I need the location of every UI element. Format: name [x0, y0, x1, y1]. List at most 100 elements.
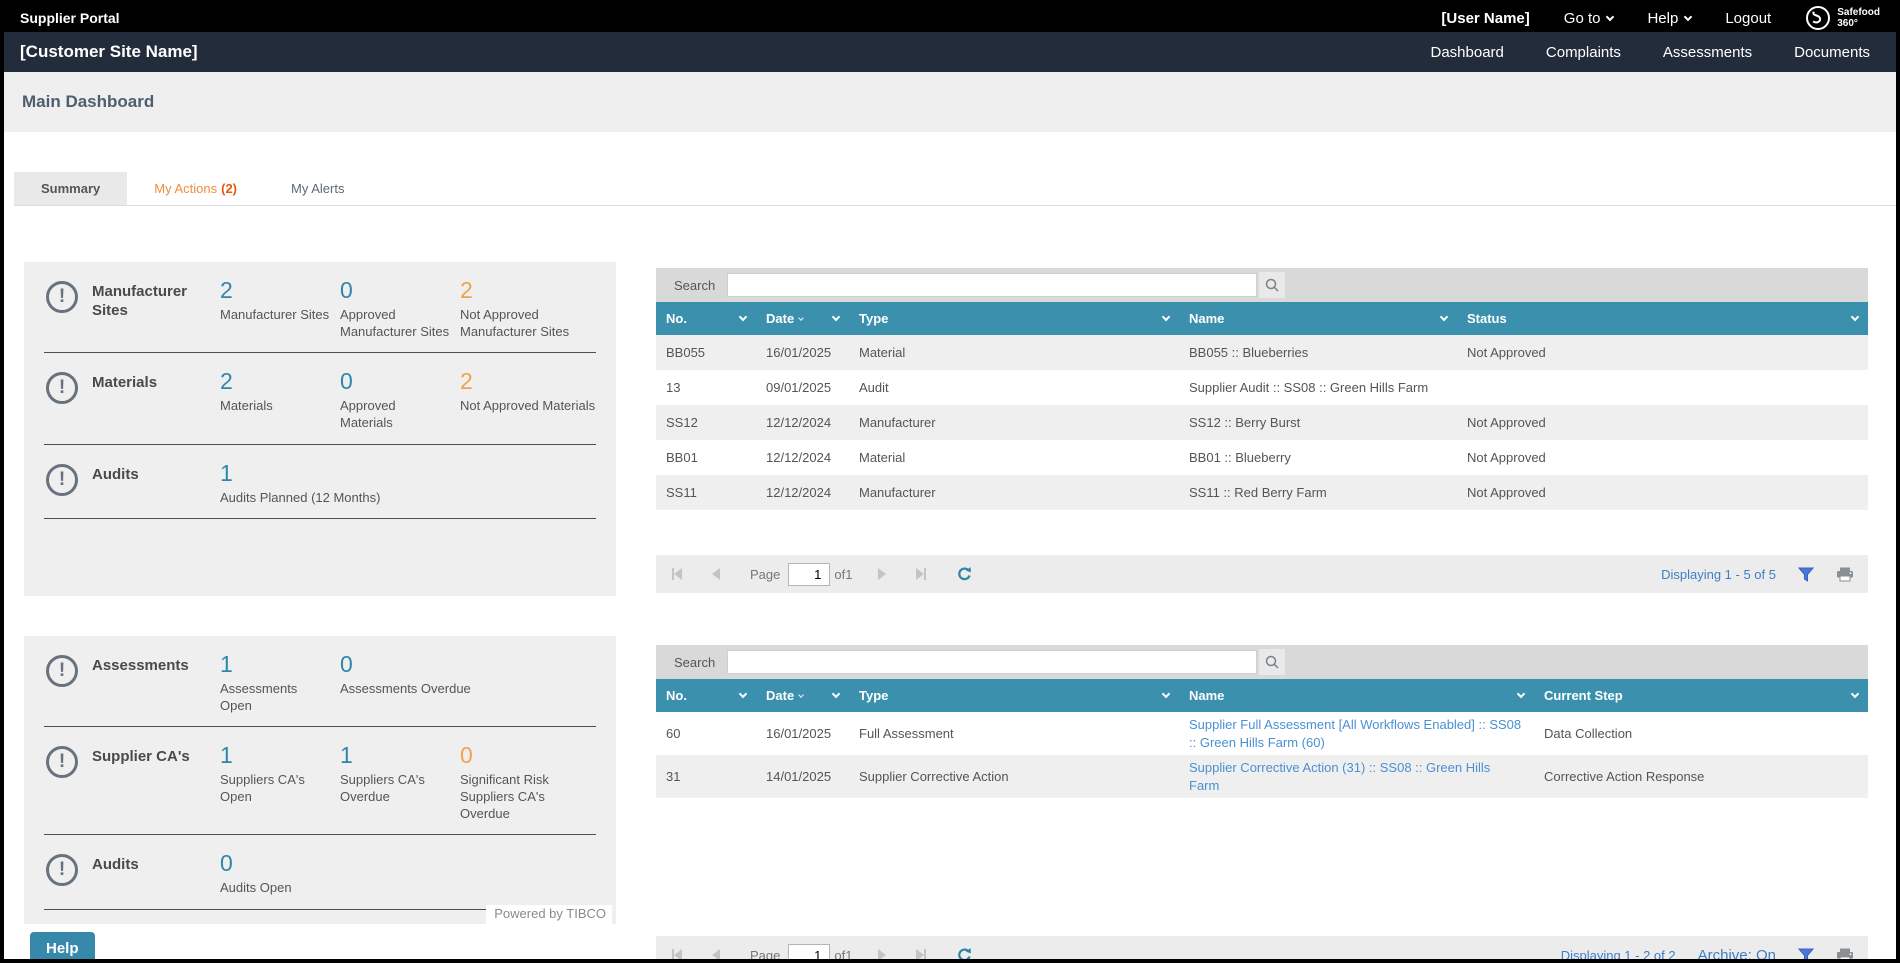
search-button[interactable]	[1259, 649, 1286, 675]
print-button[interactable]	[1836, 948, 1854, 959]
search-label: Search	[674, 277, 716, 293]
nav-item-assessments[interactable]: Assessments	[1662, 43, 1753, 61]
column-menu-icon[interactable]	[1850, 312, 1860, 322]
section-stats: 1 Audits Planned (12 Months)	[220, 460, 608, 507]
tab-summary[interactable]: Summary	[14, 172, 128, 205]
filter-button[interactable]	[1798, 948, 1814, 959]
nav-item-documents[interactable]: Documents	[1794, 43, 1870, 61]
stat-audits-planned-12-months-[interactable]: 1 Audits Planned (12 Months)	[220, 460, 608, 507]
row-cell: SS11 :: Red Berry Farm	[1189, 484, 1327, 500]
stat-suppliers-ca-s-open[interactable]: 1 Suppliers CA's Open	[220, 742, 340, 822]
pager-page-input[interactable]	[788, 943, 831, 959]
column-header-type[interactable]: Type	[849, 679, 1179, 712]
print-button[interactable]	[1836, 567, 1854, 582]
safefood360-logo-icon	[1806, 6, 1831, 30]
stat-audits-open[interactable]: 0 Audits Open	[220, 850, 608, 897]
pager-next-page-button[interactable]	[878, 949, 887, 959]
column-label: Current Step	[1544, 688, 1623, 703]
first-page-icon	[672, 568, 674, 580]
section-divider	[44, 352, 596, 354]
column-menu-icon[interactable]	[1161, 312, 1171, 322]
stat-assessments-overdue[interactable]: 0 Assessments Overdue	[340, 651, 608, 714]
pager-first-page-button[interactable]	[672, 949, 682, 959]
stat-approved-manufacturer-sites[interactable]: 0 Approved Manufacturer Sites	[340, 277, 460, 340]
safefood360-logo-text: Safefood 360°	[1837, 7, 1880, 29]
previous-page-icon	[712, 568, 720, 580]
column-header-date[interactable]: Date	[756, 679, 849, 712]
help-menu[interactable]: Help	[1647, 9, 1693, 27]
stat-approved-materials[interactable]: 0 Approved Materials	[340, 368, 460, 431]
refresh-button[interactable]	[956, 566, 973, 583]
help-button[interactable]: Help	[30, 932, 95, 959]
column-menu-icon[interactable]	[738, 312, 748, 322]
column-menu-icon[interactable]	[738, 689, 748, 699]
row-name-link[interactable]: Supplier Corrective Action (31) :: SS08 …	[1189, 760, 1491, 793]
first-page-icon	[672, 949, 674, 959]
section-divider	[44, 726, 596, 728]
table-row[interactable]: SS12 12/12/2024 Manufacturer SS12 :: Berry …	[656, 405, 1868, 440]
table-pager: Page of1 Displaying 1 - 5 of 5	[656, 555, 1868, 593]
pager-next-page-button[interactable]	[878, 568, 887, 580]
user-name: [User Name]	[1441, 9, 1530, 27]
pager-previous-page-button[interactable]	[712, 568, 720, 580]
brand-line1: Safefood	[1837, 7, 1880, 18]
column-label: Type	[859, 688, 889, 703]
row-cell: 16/01/2025	[766, 725, 832, 741]
search-button[interactable]	[1259, 272, 1286, 298]
column-header-name[interactable]: Name	[1179, 679, 1534, 712]
table-row[interactable]: SS11 12/12/2024 Manufacturer SS11 :: Red Be…	[656, 475, 1868, 510]
section-title: Supplier CA's	[92, 748, 190, 766]
row-name-link[interactable]: Supplier Full Assessment [All Workflows …	[1189, 717, 1522, 750]
stat-manufacturer-sites[interactable]: 2 Manufacturer Sites	[220, 277, 340, 340]
column-header-status[interactable]: Status	[1457, 302, 1868, 335]
search-input[interactable]	[727, 650, 1258, 674]
stat-value: 0	[460, 742, 473, 769]
stat-materials[interactable]: 2 Materials	[220, 368, 340, 431]
alert-circle-icon	[46, 463, 78, 496]
pager-last-page-button[interactable]	[916, 949, 927, 959]
filter-button[interactable]	[1798, 567, 1814, 582]
stat-not-approved-materials[interactable]: 2 Not Approved Materials	[460, 368, 608, 431]
table-header-row: No. Date Type Name Current Step	[656, 679, 1868, 712]
column-header-type[interactable]: Type	[849, 302, 1179, 335]
column-header-current-step[interactable]: Current Step	[1534, 679, 1868, 712]
pager-previous-page-button[interactable]	[712, 949, 720, 959]
table-row[interactable]: 13 09/01/2025 Audit Supplier Audit :: SS08 …	[656, 370, 1868, 405]
goto-menu[interactable]: Go to	[1564, 10, 1615, 27]
column-menu-icon[interactable]	[831, 312, 841, 322]
column-header-no-[interactable]: No.	[656, 302, 756, 335]
stat-assessments-open[interactable]: 1 Assessments Open	[220, 651, 340, 714]
column-menu-icon[interactable]	[1516, 689, 1526, 699]
pager-page-input[interactable]	[788, 562, 831, 586]
table-row[interactable]: BB01 12/12/2024 Material BB01 :: Blueberry N…	[656, 440, 1868, 475]
logout-button[interactable]: Logout	[1725, 10, 1771, 27]
table-row[interactable]: 60 16/01/2025 Full Assessment Supplier Full…	[656, 712, 1868, 756]
table-row[interactable]: BB055 16/01/2025 Material BB055 :: Blueberr…	[656, 335, 1868, 370]
pager-first-page-button[interactable]	[672, 568, 682, 580]
table-row[interactable]: 31 14/01/2025 Supplier Corrective Action Su…	[656, 755, 1868, 799]
tab-my-actions[interactable]: My Actions (2)	[127, 172, 264, 205]
column-header-date[interactable]: Date	[756, 302, 849, 335]
stat-suppliers-ca-s-overdue[interactable]: 1 Suppliers CA's Overdue	[340, 742, 460, 822]
column-menu-icon[interactable]	[1161, 689, 1171, 699]
pager-of-label: of1	[834, 947, 853, 963]
nav-item-dashboard[interactable]: Dashboard	[1430, 43, 1504, 61]
pager-last-page-button[interactable]	[916, 568, 927, 580]
stat-not-approved-manufacturer-sites[interactable]: 2 Not Approved Manufacturer Sites	[460, 277, 608, 340]
refresh-button[interactable]	[956, 947, 973, 959]
column-menu-icon[interactable]	[1850, 689, 1860, 699]
section-stats: 2 Materials 0 Approved Materials 2 Not Approv…	[220, 368, 608, 431]
column-menu-icon[interactable]	[831, 689, 841, 699]
tab-my-alerts[interactable]: My Alerts	[264, 172, 371, 205]
nav-item-complaints[interactable]: Complaints	[1545, 43, 1621, 61]
column-label: Name	[1189, 311, 1225, 326]
column-header-no-[interactable]: No.	[656, 679, 756, 712]
search-input[interactable]	[727, 273, 1258, 297]
column-header-name[interactable]: Name	[1179, 302, 1457, 335]
help-menu-label: Help	[1647, 9, 1679, 27]
stat-significant-risk-suppliers-ca-s-overdue[interactable]: 0 Significant Risk Suppliers CA's Overdue	[460, 742, 608, 822]
column-menu-icon[interactable]	[1439, 312, 1449, 322]
pager-page-label: Page	[750, 566, 781, 582]
filter-funnel-icon	[1798, 567, 1814, 582]
